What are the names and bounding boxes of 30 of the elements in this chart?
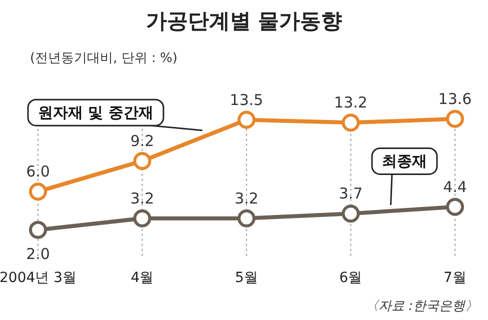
text: 〈자료 :한국은행〉 [365, 299, 478, 314]
point [133, 209, 152, 228]
data-label: 4.4 [443, 178, 467, 196]
x-tick-label: 7월 [444, 270, 466, 286]
point [446, 110, 464, 128]
text: 원자재 및 중간재 [38, 104, 154, 122]
point [238, 209, 256, 228]
text: 최종재 [382, 152, 427, 170]
data-label: 3.2 [130, 189, 154, 208]
data-label: 13.6 [438, 90, 472, 108]
x-tick-label: 4월 [130, 270, 154, 286]
point [238, 110, 256, 129]
point [29, 182, 47, 201]
x-tick-label: 6월 [339, 270, 362, 286]
chart-subtitle: (전년동기대비, 단위 : %) [30, 51, 178, 66]
data-label: 6.0 [26, 162, 50, 181]
data-label: 13.5 [230, 90, 264, 109]
data-label: 3.7 [338, 184, 363, 203]
data-label: 2.0 [26, 244, 50, 263]
x-tick-label: 5월 [235, 270, 258, 286]
data-label: 13.2 [334, 94, 368, 112]
data-label: 9.2 [130, 132, 154, 150]
data-label: 3.2 [234, 189, 258, 208]
point [342, 114, 360, 132]
chart-title: 가공단계별 물가동향 [146, 9, 342, 33]
point [342, 204, 360, 223]
point [29, 220, 47, 239]
x-tick-label: 2004년 3월 [0, 270, 76, 286]
point [446, 198, 464, 216]
point [133, 152, 152, 170]
